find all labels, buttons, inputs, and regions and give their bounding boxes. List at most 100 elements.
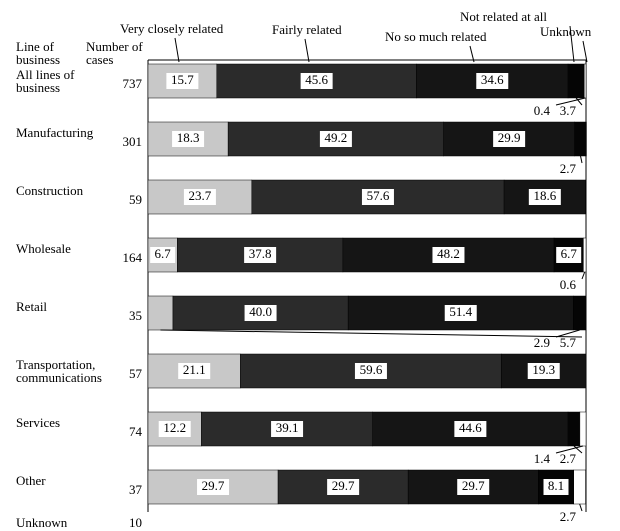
data-label: 29.7 (202, 478, 225, 493)
row-header: Line of business (16, 39, 61, 67)
case-count: 35 (129, 308, 142, 323)
label-leader (579, 503, 583, 512)
label-leader (580, 155, 583, 164)
data-label: 1.4 (534, 451, 551, 466)
data-label: 8.1 (548, 478, 564, 493)
data-label: 19.3 (532, 362, 555, 377)
label-box (319, 131, 352, 147)
case-count: 37 (129, 482, 143, 497)
data-label: 44.6 (459, 420, 482, 435)
legend-label: Unknown (540, 24, 592, 39)
data-label: 29.7 (332, 478, 355, 493)
data-label: 59.6 (360, 362, 383, 377)
case-count: 301 (123, 134, 143, 149)
row-label: Unknown (16, 515, 68, 530)
case-count: 164 (123, 250, 143, 265)
label-box (197, 479, 230, 495)
data-label: 5.7 (560, 335, 577, 350)
label-box (300, 73, 333, 89)
row-label: All lines of business (16, 67, 75, 95)
legend-leader (304, 38, 310, 63)
row-label: Transportation, communications (16, 357, 102, 385)
legend-label: Very closely related (120, 21, 224, 36)
label-box (150, 247, 176, 263)
legend-leader (469, 45, 475, 63)
data-label: 2.7 (560, 451, 577, 466)
data-label: 23.7 (189, 188, 212, 203)
legend-label: No so much related (385, 29, 487, 44)
data-label: 40.0 (249, 304, 272, 319)
data-label: 15.7 (171, 72, 194, 87)
label-box (454, 421, 487, 437)
label-box (444, 305, 477, 321)
data-label: 21.1 (183, 362, 206, 377)
data-label: 49.2 (325, 130, 348, 145)
label-leader (573, 445, 583, 454)
legend-label: Fairly related (272, 22, 342, 37)
row-label: Construction (16, 183, 84, 198)
case-count: 59 (129, 192, 142, 207)
case-count: 57 (129, 366, 143, 381)
label-leader (555, 97, 586, 106)
legend-leader (174, 37, 180, 63)
data-label: 12.2 (163, 420, 186, 435)
data-label: 6.7 (561, 246, 578, 261)
data-label: 29.7 (462, 478, 485, 493)
label-box (327, 479, 360, 495)
label-box (178, 363, 211, 379)
label-box (432, 247, 465, 263)
label-box (166, 73, 199, 89)
bar-segment (567, 411, 581, 447)
label-leader (555, 445, 584, 454)
data-label: 2.7 (560, 161, 577, 176)
label-box (183, 189, 216, 205)
label-leader (555, 329, 580, 338)
label-box (527, 363, 560, 379)
data-label: 0.6 (560, 277, 577, 292)
data-label: 6.7 (155, 246, 172, 261)
label-leader (160, 329, 583, 338)
data-label: 48.2 (437, 246, 460, 261)
label-box (354, 363, 387, 379)
label-leader (581, 271, 586, 280)
label-box (158, 421, 191, 437)
data-label: 34.6 (481, 72, 504, 87)
label-box (556, 247, 582, 263)
bar-segment (573, 469, 586, 505)
row-label: Services (16, 415, 61, 430)
bar-segment (147, 295, 174, 331)
label-box (457, 479, 490, 495)
data-label: 3.7 (560, 103, 577, 118)
data-label: 57.6 (367, 188, 390, 203)
label-box (361, 189, 394, 205)
row-label: Retail (16, 299, 48, 314)
case-count: 737 (123, 76, 143, 91)
bar-segment (583, 63, 587, 99)
row-label: Wholesale (16, 241, 71, 256)
data-label: 39.1 (276, 420, 299, 435)
data-label: 45.6 (305, 72, 328, 87)
label-box (244, 247, 277, 263)
bar-segment (574, 121, 587, 157)
case-count: 10 (129, 515, 142, 530)
label-leader (575, 97, 583, 106)
data-label: 37.8 (249, 246, 272, 261)
label-box (271, 421, 304, 437)
bar-segment (567, 63, 585, 99)
data-label: 2.9 (534, 335, 550, 350)
label-box (172, 131, 205, 147)
bar-segment (579, 411, 587, 447)
legend-label: Not related at all (460, 9, 547, 24)
label-box (528, 189, 561, 205)
data-label: 29.9 (498, 130, 521, 145)
label-box (244, 305, 277, 321)
data-label: 0.4 (534, 103, 551, 118)
data-label: 18.3 (177, 130, 200, 145)
data-label: 2.7 (560, 509, 577, 524)
count-header: Number of cases (86, 39, 143, 67)
bar-segment (583, 237, 587, 273)
label-box (543, 479, 569, 495)
legend-leader (569, 25, 575, 63)
row-label: Other (16, 473, 46, 488)
